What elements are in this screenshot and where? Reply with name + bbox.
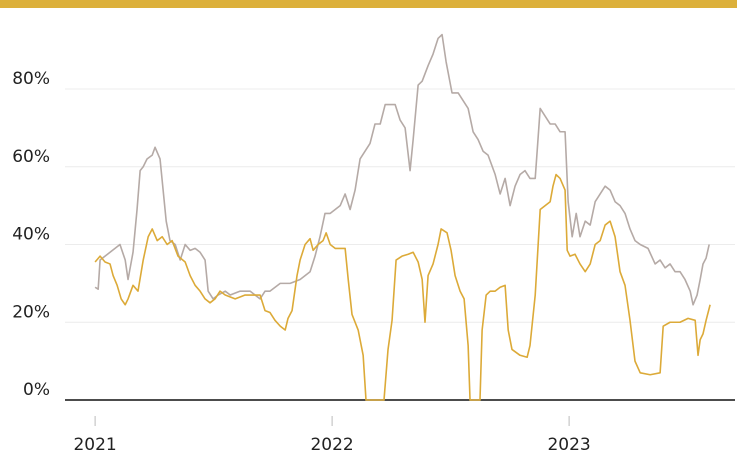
y-tick-label: 0% — [23, 380, 50, 400]
line — [94, 173, 711, 401]
x-tick-label: 2022 — [310, 435, 353, 455]
y-tick-label: 60% — [12, 147, 50, 167]
y-tick-label: 80% — [12, 69, 50, 89]
x-tick-label: 2023 — [547, 435, 590, 455]
x-tick-label: 2021 — [73, 435, 116, 455]
line — [94, 33, 710, 306]
y-tick-label: 40% — [12, 225, 50, 245]
top-bar — [0, 0, 737, 8]
y-tick-label: 20% — [12, 302, 50, 322]
